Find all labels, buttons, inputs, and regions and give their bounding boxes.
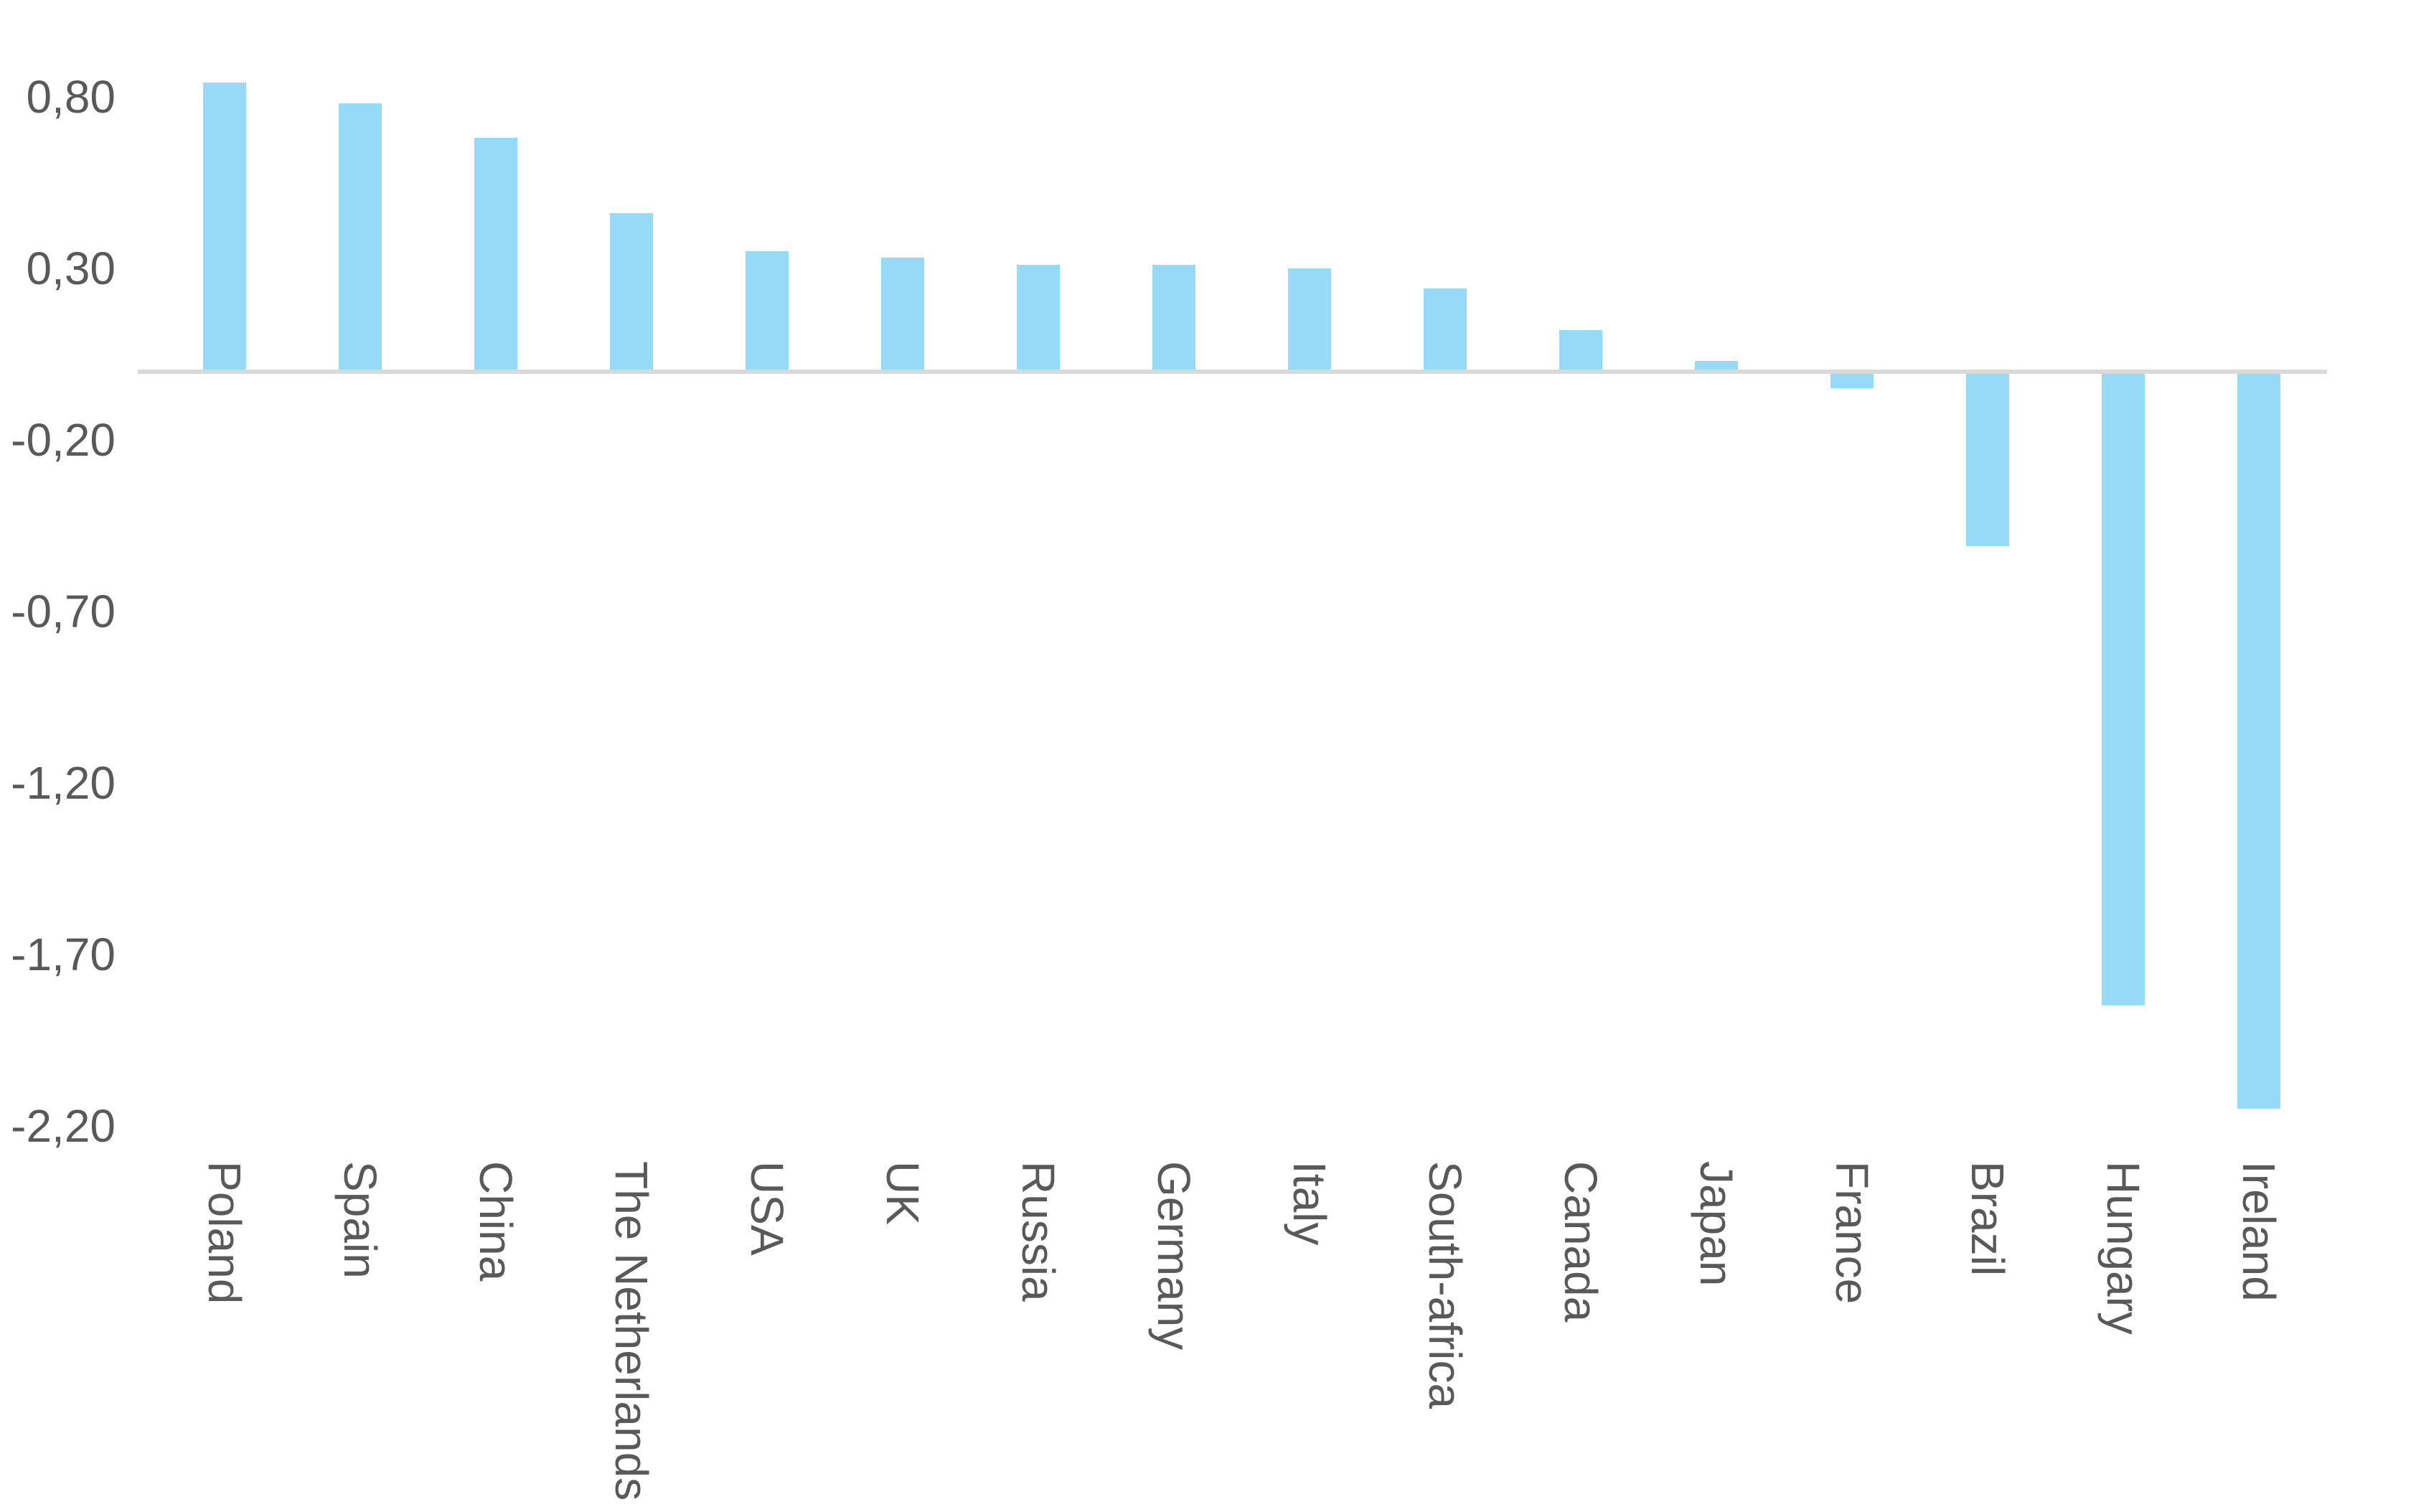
x-axis-label-ireland: Ireland	[2233, 1161, 2285, 1302]
bar-poland	[203, 83, 246, 371]
x-axis-label-france: France	[1826, 1161, 1878, 1305]
bar-spain	[339, 103, 382, 371]
x-axis-label-brazil: Brazil	[1962, 1161, 2013, 1277]
x-axis-label-south-africa: South-africa	[1419, 1161, 1471, 1409]
x-axis-label-canada: Canada	[1555, 1161, 1607, 1323]
x-axis-label-germany: Germany	[1148, 1161, 1200, 1351]
x-axis-baseline	[138, 370, 2327, 374]
bar-ireland	[2237, 371, 2280, 1109]
y-axis-tick-label: 0,30	[26, 243, 116, 294]
y-axis-tick-label: -1,20	[11, 757, 116, 809]
y-axis-tick-label: -2,20	[11, 1100, 116, 1152]
bar-france	[1830, 371, 1874, 388]
bar-russia	[1017, 265, 1060, 371]
y-axis-tick-label: -1,70	[11, 929, 116, 980]
bar-germany	[1152, 265, 1195, 371]
bar-china	[474, 138, 517, 371]
x-axis-label-china: China	[470, 1161, 522, 1282]
x-axis-label-the-netherlands: The Netherlands	[606, 1161, 657, 1501]
bar-italy	[1288, 268, 1331, 371]
y-axis-tick-label: 0,80	[26, 71, 116, 123]
bar-uk	[881, 258, 924, 371]
bar-hungary	[2102, 371, 2145, 1005]
x-axis-label-japan: Japan	[1691, 1161, 1742, 1287]
x-axis-label-hungary: Hungary	[2097, 1161, 2149, 1335]
x-axis-label-uk: UK	[877, 1161, 929, 1225]
x-axis-label-spain: Spain	[334, 1161, 386, 1279]
bar-the-netherlands	[610, 213, 653, 371]
x-axis-label-usa: USA	[741, 1161, 793, 1256]
x-axis-label-russia: Russia	[1012, 1161, 1064, 1302]
y-axis-tick-label: -0,70	[11, 586, 116, 637]
bar-brazil	[1966, 371, 2009, 546]
bar-japan	[1695, 361, 1738, 371]
x-axis-label-poland: Poland	[199, 1161, 250, 1305]
bar-south-africa	[1424, 288, 1467, 371]
bar-usa	[746, 251, 789, 371]
bar-canada	[1559, 330, 1602, 371]
x-axis-label-italy: Italy	[1284, 1161, 1335, 1246]
y-axis-tick-label: -0,20	[11, 414, 116, 466]
